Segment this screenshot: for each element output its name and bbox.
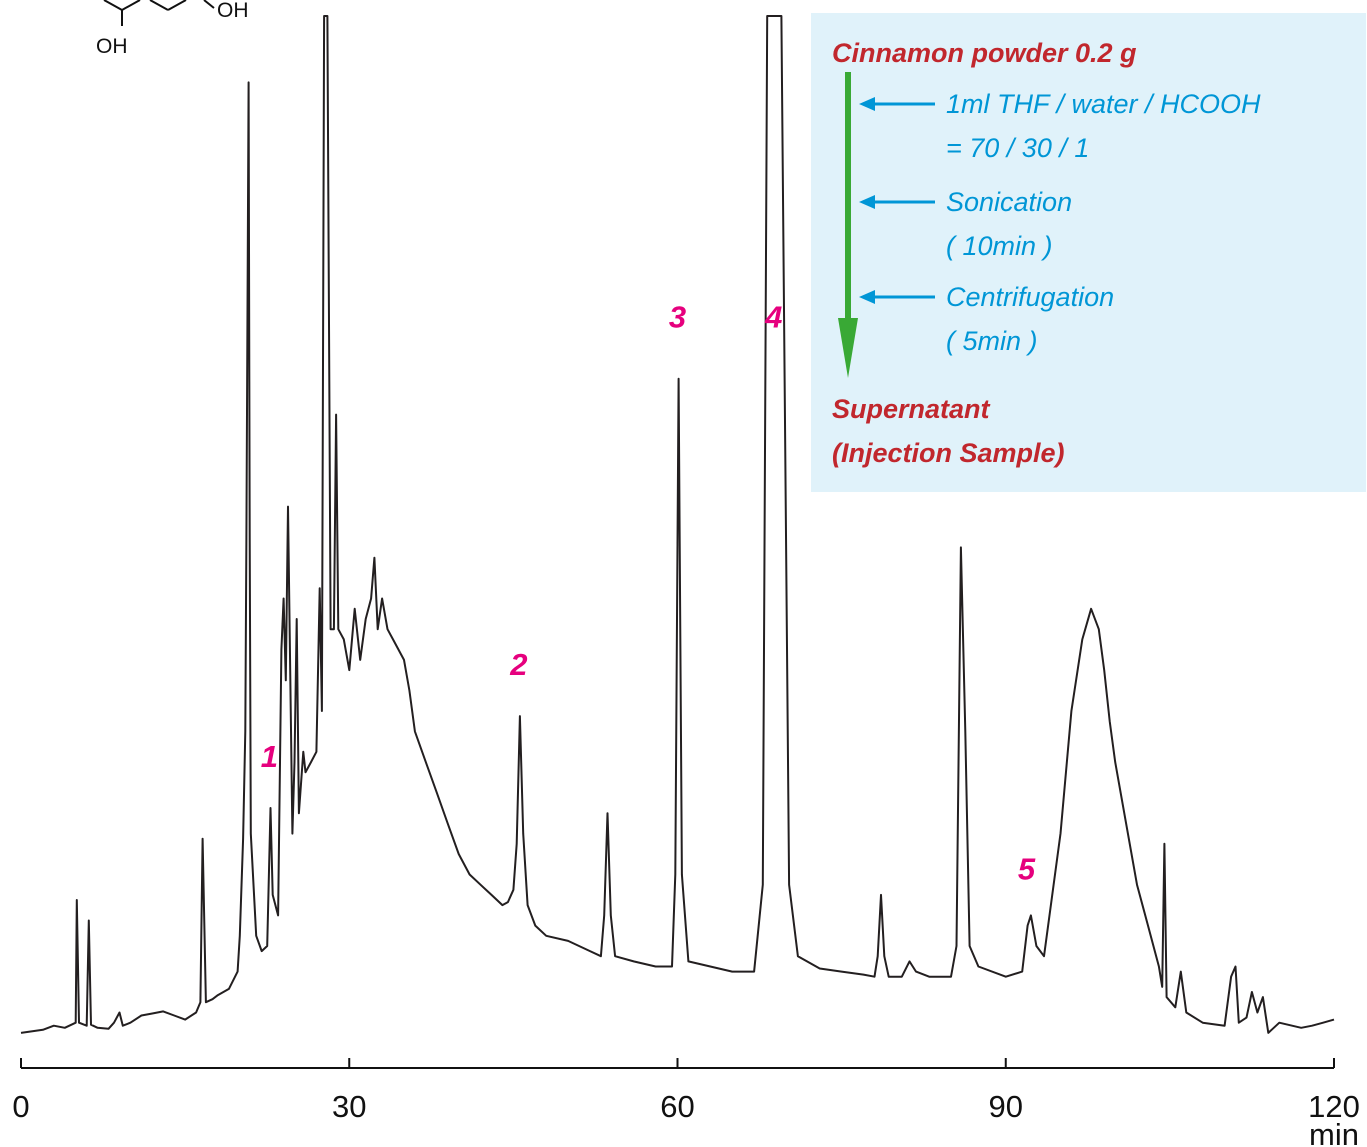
procedure-step-text: Centrifugation xyxy=(946,282,1114,312)
molecule-oh-label: OH xyxy=(217,0,249,22)
peak-label: 5 xyxy=(1018,852,1036,887)
trace-group xyxy=(20,15,1335,1034)
peak-label: 1 xyxy=(261,739,278,774)
step-arrow-head xyxy=(859,290,875,304)
procedure-flow-arrow-head xyxy=(838,318,858,378)
step-arrow-head xyxy=(859,97,875,111)
peak-label: 2 xyxy=(509,647,527,682)
procedure-step-text: 1ml THF / water / HCOOH xyxy=(946,89,1261,119)
procedure-step-text: ( 10min ) xyxy=(946,231,1053,261)
procedure-start-text: Cinnamon powder 0.2 g xyxy=(832,38,1137,68)
peak-labels: 1 2 3 4 5 xyxy=(261,300,1036,887)
x-tick-label: 0 xyxy=(12,1089,29,1124)
procedure-step-text: = 70 / 30 / 1 xyxy=(946,133,1089,163)
x-tick-label: 120 xyxy=(1308,1089,1360,1124)
procedure-step-text: ( 5min ) xyxy=(946,326,1038,356)
x-tick-label: 60 xyxy=(660,1089,694,1124)
molecule-structure: OH OH xyxy=(96,0,249,58)
procedure-panel: Cinnamon powder 0.2 g 1ml THF / water / … xyxy=(811,13,1366,492)
chromatogram-trace xyxy=(20,15,1335,1034)
step-arrow-head xyxy=(859,195,875,209)
x-axis-unit: min xyxy=(1309,1117,1359,1147)
molecule-oh-label: OH xyxy=(96,35,128,58)
procedure-end-text: (Injection Sample) xyxy=(832,438,1065,468)
procedure-box xyxy=(811,13,1366,492)
x-tick-label: 30 xyxy=(332,1089,366,1124)
x-tick-label: 90 xyxy=(989,1089,1023,1124)
procedure-end-text: Supernatant xyxy=(832,394,991,424)
peak-label: 3 xyxy=(669,300,686,335)
peak-label: 4 xyxy=(764,300,782,335)
procedure-step-text: Sonication xyxy=(946,187,1072,217)
